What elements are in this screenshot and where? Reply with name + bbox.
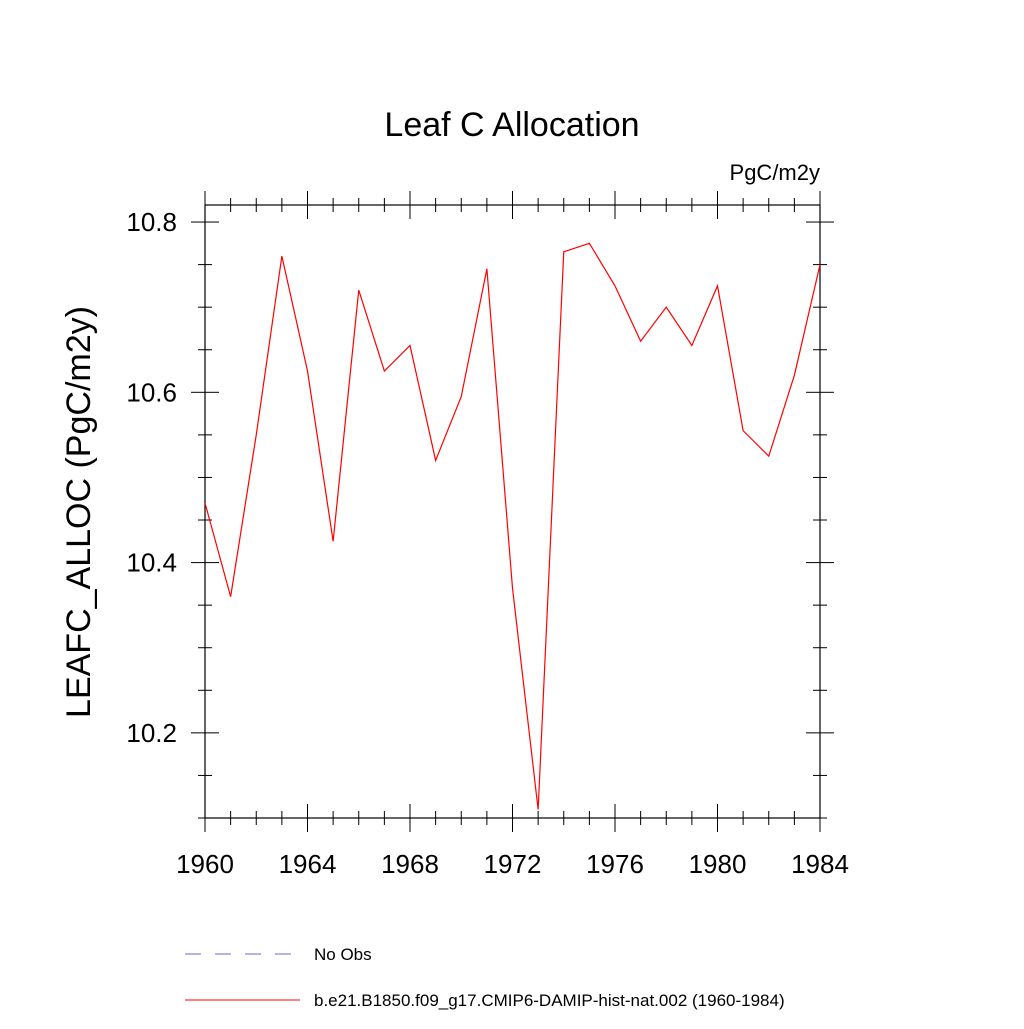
legend-label-1: No Obs [314,945,372,964]
x-tick-label: 1960 [176,849,234,879]
x-tick-label: 1972 [484,849,542,879]
x-tick-label: 1976 [586,849,644,879]
y-tick-label: 10.6 [126,377,177,407]
legend: No Obs b.e21.B1850.f09_g17.CMIP6-DAMIP-hi… [185,945,785,1010]
series-line [204,242,821,810]
x-tick-label: 1968 [381,849,439,879]
chart-title: Leaf C Allocation [384,106,639,144]
y-tick-label: 10.8 [126,207,177,237]
y-tick-label: 10.2 [126,718,177,748]
x-tick-label: 1980 [689,849,747,879]
y-axis-label: LEAFC_ALLOC (PgC/m2y) [60,306,98,718]
units-label: PgC/m2y [730,160,820,185]
plot-frame [204,204,821,819]
legend-label-2: b.e21.B1850.f09_g17.CMIP6-DAMIP-hist-nat… [314,991,785,1010]
x-tick-label: 1964 [279,849,337,879]
series-layer [204,242,821,810]
axes: 1960 1964 1968 1972 1976 1980 1984 10.2 10.4 10.6… [126,191,849,879]
y-tick-label: 10.4 [126,548,177,578]
x-tick-label: 1984 [791,849,849,879]
